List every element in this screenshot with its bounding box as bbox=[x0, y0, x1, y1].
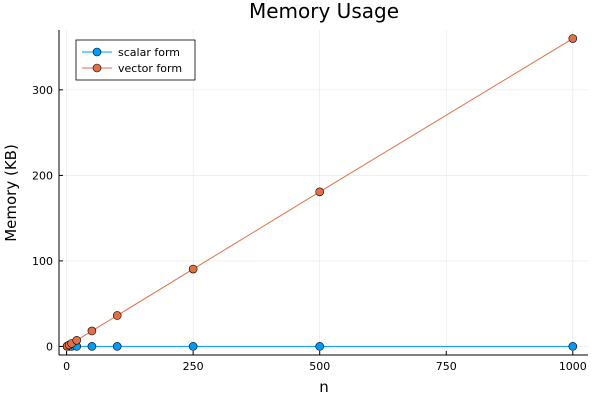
y-axis-title: Memory (KB) bbox=[2, 144, 20, 242]
series-1-point-7 bbox=[315, 187, 325, 197]
series-1-point-8 bbox=[568, 34, 578, 43]
series-0-point-6 bbox=[188, 342, 198, 351]
series-1-point-6 bbox=[188, 264, 198, 274]
legend-marker-1 bbox=[92, 63, 102, 73]
y-tick-label-3: 300 bbox=[32, 84, 53, 97]
y-tick-label-0: 0 bbox=[46, 340, 53, 353]
x-tick-label-1: 250 bbox=[183, 360, 204, 373]
series-layer bbox=[62, 34, 578, 351]
series-1-point-3 bbox=[72, 335, 82, 345]
legend-box bbox=[75, 39, 196, 81]
series-1-point-4 bbox=[87, 326, 97, 336]
series-0-point-8 bbox=[568, 342, 578, 351]
y-tick-label-2: 200 bbox=[32, 169, 53, 182]
legend-marker-0 bbox=[92, 47, 102, 57]
series-0-point-7 bbox=[315, 342, 325, 351]
legend-label-1: vector form bbox=[118, 62, 182, 75]
tick-labels: 0 250 500 750 1000 0 100 200 300 bbox=[32, 84, 587, 373]
series-0-point-4 bbox=[87, 342, 97, 351]
y-tick-label-1: 100 bbox=[32, 255, 53, 268]
series-1-point-5 bbox=[112, 311, 122, 320]
x-tick-label-2: 500 bbox=[309, 360, 330, 373]
legend: scalar form vector form bbox=[75, 39, 196, 81]
x-tick-label-4: 1000 bbox=[559, 360, 587, 373]
chart-title: Memory Usage bbox=[249, 0, 399, 23]
x-tick-label-0: 0 bbox=[63, 360, 70, 373]
series-0-point-5 bbox=[112, 342, 122, 351]
axes bbox=[58, 30, 588, 356]
legend-label-0: scalar form bbox=[118, 46, 180, 59]
x-tick-label-3: 750 bbox=[436, 360, 457, 373]
x-axis-title: n bbox=[319, 378, 329, 396]
